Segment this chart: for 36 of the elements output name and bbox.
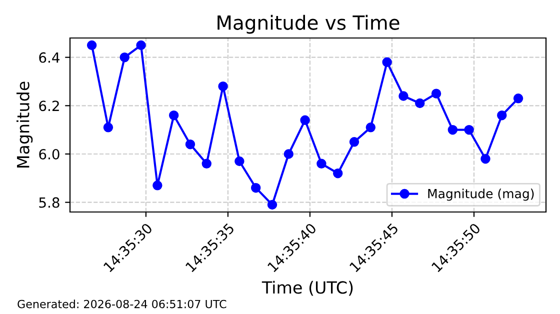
point: [86, 40, 97, 50]
point: [234, 156, 244, 166]
point: [382, 57, 392, 68]
y-tick-label: 6.4: [39, 52, 60, 63]
x-axis-title: Time (UTC): [262, 280, 353, 296]
point: [480, 154, 490, 164]
text: Generated: 2026-08-24 06:51:07 UTC: [18, 300, 226, 308]
point: [103, 122, 114, 132]
y-tick-label: 6.0: [39, 148, 60, 160]
point: [497, 110, 507, 120]
chart-title: Magnitude vs Time: [218, 14, 400, 34]
point: [218, 81, 228, 92]
y-tick-label: 6.2: [39, 100, 59, 112]
point: [349, 137, 360, 147]
point: [202, 158, 212, 169]
point: [267, 200, 278, 210]
point: [136, 40, 146, 50]
point: [185, 139, 196, 150]
point: [250, 182, 261, 193]
point: [366, 122, 376, 132]
point: [513, 94, 524, 104]
point: [448, 124, 458, 135]
point: [464, 124, 474, 135]
point: [398, 91, 408, 101]
point: [168, 110, 179, 120]
point: [316, 158, 326, 169]
point: [284, 149, 294, 159]
point: [332, 168, 343, 178]
y-tick-label: 5.8: [39, 197, 60, 208]
point: [300, 115, 310, 126]
point: [415, 98, 425, 108]
point: [431, 88, 442, 98]
legend-label: Magnitude (mag): [428, 188, 534, 201]
point: [152, 180, 162, 190]
y-axis-title: Magnitude: [16, 82, 33, 168]
point: [120, 52, 130, 62]
